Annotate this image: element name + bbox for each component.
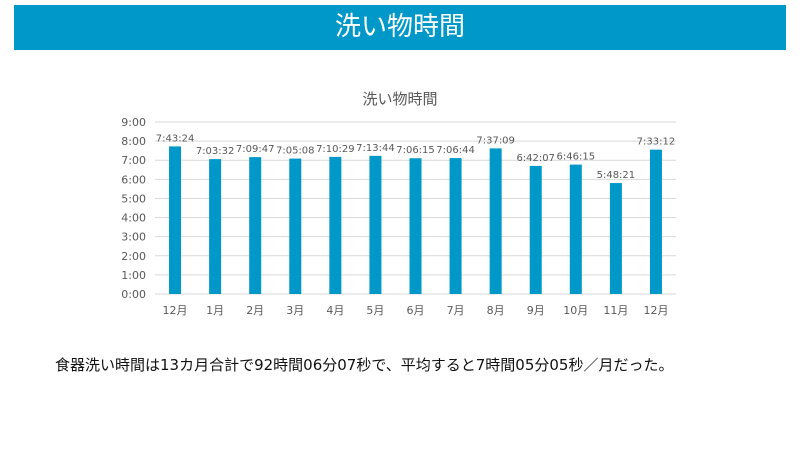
x-tick-label: 3月	[286, 304, 304, 317]
data-label: 7:13:44	[356, 143, 395, 154]
summary-text: 食器洗い時間は13カ月合計で92時間06分07秒で、平均すると7時間05分05秒…	[55, 356, 674, 374]
chart-title: 洗い物時間	[362, 90, 437, 108]
data-label: 7:09:47	[236, 144, 275, 155]
y-tick-label: 1:00	[121, 269, 146, 282]
x-tick-label: 10月	[563, 304, 588, 317]
x-tick-label: 6月	[407, 304, 425, 317]
y-tick-label: 2:00	[121, 250, 146, 263]
bar	[409, 158, 422, 294]
data-label: 5:48:21	[597, 170, 636, 181]
bar	[449, 158, 462, 294]
bar	[649, 149, 662, 294]
x-tick-label: 12月	[643, 304, 668, 317]
x-tick-label: 4月	[326, 304, 344, 317]
data-label: 7:10:29	[316, 144, 355, 155]
data-label: 6:42:07	[516, 153, 555, 164]
x-tick-label: 5月	[366, 304, 384, 317]
bar	[169, 146, 182, 294]
bar	[489, 148, 502, 294]
data-label: 7:37:09	[476, 135, 515, 146]
data-label: 7:33:12	[637, 137, 676, 148]
x-tick-label: 12月	[163, 304, 188, 317]
page-title: 洗い物時間	[334, 12, 465, 42]
bar	[529, 165, 542, 294]
y-tick-label: 9:00	[121, 116, 146, 129]
data-label: 7:06:15	[396, 145, 435, 156]
x-tick-label: 1月	[206, 304, 224, 317]
x-tick-label: 9月	[527, 304, 545, 317]
bar	[329, 156, 342, 294]
y-tick-label: 3:00	[121, 231, 146, 244]
bar	[209, 159, 222, 294]
x-tick-label: 2月	[246, 304, 264, 317]
data-label: 7:43:24	[156, 133, 195, 144]
bar	[249, 157, 262, 294]
y-tick-label: 8:00	[121, 135, 146, 148]
data-label: 6:46:15	[557, 152, 596, 163]
title-banner: 洗い物時間	[14, 5, 786, 50]
y-tick-label: 5:00	[121, 192, 146, 205]
y-tick-label: 0:00	[121, 288, 146, 301]
data-label: 7:06:44	[436, 145, 475, 156]
data-label: 7:03:32	[196, 146, 235, 157]
y-tick-label: 6:00	[121, 173, 146, 186]
x-tick-label: 7月	[447, 304, 465, 317]
bar	[289, 158, 302, 294]
x-tick-label: 11月	[603, 304, 628, 317]
y-tick-label: 4:00	[121, 212, 146, 225]
bar	[569, 164, 582, 294]
y-tick-label: 7:00	[121, 154, 146, 167]
data-label: 7:05:08	[276, 146, 315, 157]
bar	[369, 155, 382, 294]
x-tick-label: 8月	[487, 304, 505, 317]
bar	[609, 183, 622, 294]
